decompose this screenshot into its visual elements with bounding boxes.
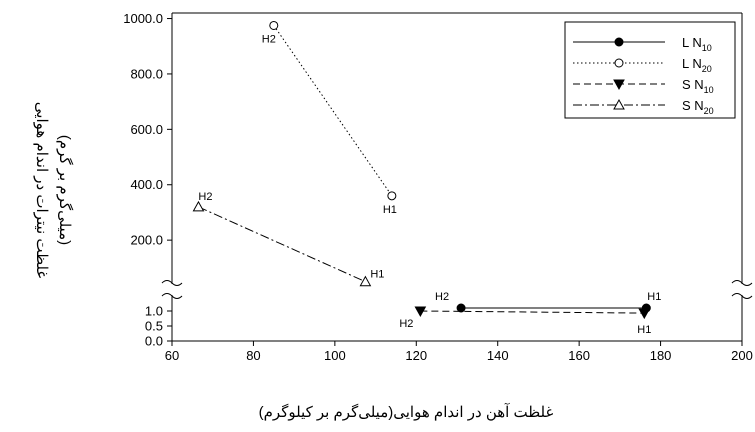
y-tick-label: 600.0: [130, 122, 163, 137]
series-l-n10: H2 H1: [435, 291, 661, 313]
legend-item: L N10: [573, 35, 712, 53]
y-tick-label: 0.0: [145, 334, 163, 349]
series-l-n20: H2 H1: [262, 20, 397, 216]
y-tick-label: 400.0: [130, 177, 163, 192]
break-mark: [731, 293, 753, 299]
y-tick-label: 800.0: [130, 66, 163, 81]
ticks: 60 80 100 120 140 160 180 200 0.00.51.0 200.0 400.…: [123, 11, 753, 363]
y-tick-label: 1.0: [145, 304, 163, 319]
right-axis-break: [731, 280, 753, 299]
point-label: H1: [637, 324, 651, 336]
y-tick-label: 0.5: [145, 319, 163, 334]
left-axis-break: [161, 280, 183, 299]
marker-circle-open: [387, 191, 397, 201]
legend: L N10 L N20 S N10 S N20: [564, 21, 736, 119]
x-axis-title: غلظت آهن در اندام هوایی(میلی‌گرم بر کیلو…: [259, 403, 554, 421]
break-mark: [161, 293, 183, 299]
x-tick-label: 60: [165, 348, 179, 363]
marker-triangle-down: [414, 306, 427, 318]
marker-triangle-down: [613, 79, 625, 91]
marker-triangle-up: [192, 200, 205, 212]
x-tick-label: 100: [324, 348, 346, 363]
marker-triangle-down: [638, 308, 651, 320]
y-axis-title-line2: (میلی‌گرم بر گرم): [56, 135, 74, 245]
legend-item: S N20: [573, 98, 714, 116]
series-s-n20: H2 H1: [192, 191, 384, 287]
marker-triangle-up: [359, 275, 372, 287]
break-mark: [161, 280, 183, 286]
legend-label: L N20: [682, 56, 712, 74]
legend-label: S N20: [682, 98, 714, 116]
y-axis-title-line1: غلظت نیترات در اندام هوایی: [33, 102, 50, 279]
legend-label: L N10: [682, 35, 712, 53]
legend-label: S N10: [682, 77, 714, 95]
marker-circle-open: [614, 58, 624, 68]
marker-triangle-up: [613, 98, 625, 110]
series-s-n10: H2 H1: [399, 306, 651, 336]
y-tick-label: 1000.0: [123, 11, 163, 26]
point-label: H2: [399, 318, 413, 330]
marker-circle-filled: [614, 37, 624, 47]
x-tick-label: 200: [731, 348, 753, 363]
x-tick-label: 140: [487, 348, 509, 363]
series-line: [273, 25, 393, 197]
axes: [161, 12, 753, 342]
x-tick-label: 80: [246, 348, 260, 363]
legend-item: S N10: [573, 77, 714, 95]
point-label: H1: [647, 291, 661, 303]
x-tick-label: 180: [650, 348, 672, 363]
legend-box: [564, 21, 736, 119]
y-tick-label: 200.0: [130, 233, 163, 248]
legend-item: L N20: [573, 56, 712, 74]
marker-circle-open: [269, 20, 279, 30]
marker-circle-filled: [456, 303, 466, 313]
x-tick-label: 160: [568, 348, 590, 363]
x-tick-label: 120: [405, 348, 427, 363]
series-line: [420, 310, 645, 314]
point-label: H2: [262, 33, 276, 45]
series-line: [198, 206, 366, 283]
point-label: H2: [435, 291, 449, 303]
break-mark: [731, 280, 753, 286]
point-label: H1: [370, 269, 384, 281]
point-label: H1: [383, 204, 397, 216]
series: H2 H1 H2 H1 H2 H1 H2 H1: [192, 20, 661, 336]
point-label: H2: [198, 191, 212, 203]
